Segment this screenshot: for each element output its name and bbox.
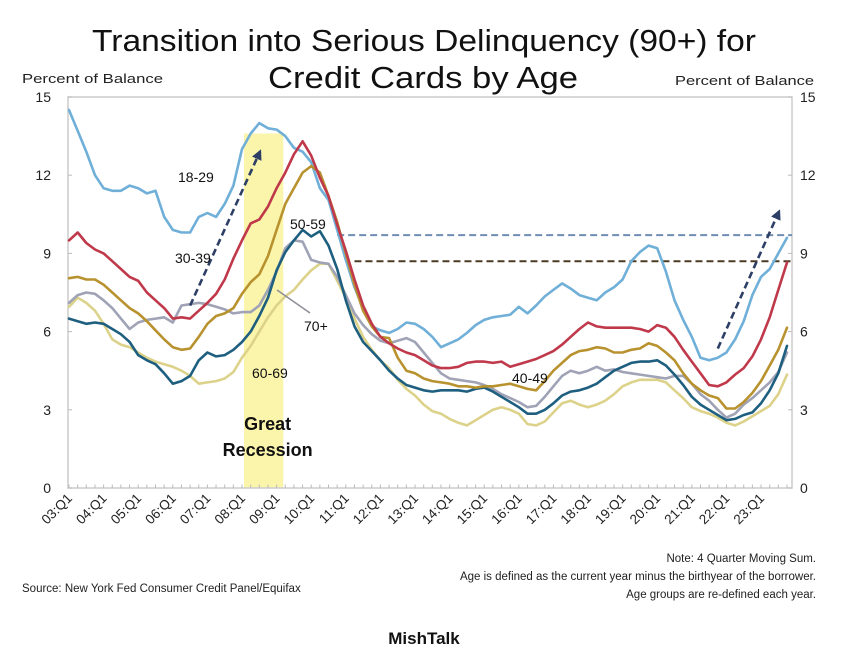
y-tick-layer: 0 0 3 3 6 6 9 9 12 12 15 15 [35, 89, 815, 496]
series-label-50-59: 50-59 [290, 216, 326, 232]
y-tick-label-left: 6 [43, 324, 51, 340]
plot-frame [67, 96, 793, 489]
source-note: Source: New York Fed Consumer Credit Pan… [22, 583, 301, 595]
series-line-40-49 [67, 164, 789, 410]
y-tick-label-right: 6 [800, 324, 808, 340]
note-line-1: Note: 4 Quarter Moving Sum. [666, 553, 816, 565]
series-line-70plus [67, 239, 789, 419]
series-label-leader-line [276, 289, 311, 314]
series-label-30-39: 30-39 [175, 250, 211, 266]
y-tick-label-left: 9 [43, 245, 51, 261]
y-axis-title-left: Percent of Balance [22, 71, 163, 86]
plot-frame-layer [67, 96, 793, 489]
y-tick-label-left: 12 [35, 167, 51, 183]
y-axis-title-right: Percent of Balance [675, 73, 814, 88]
trend-arrow-1 [188, 149, 262, 307]
note-line-3: Age groups are re-defined each year. [626, 589, 816, 601]
chart-title-line-2: Credit Cards by Age [268, 60, 578, 95]
y-tick-label-left: 3 [43, 402, 51, 418]
y-tick-label-right: 3 [800, 402, 808, 418]
branding-label: MishTalk [388, 629, 460, 648]
arrow-layer [188, 149, 781, 350]
series-label-70plus: 70+ [304, 318, 328, 334]
chart-title-line-1: Transition into Serious Delinquency (90+… [92, 23, 756, 58]
y-tick-label-left: 0 [43, 480, 51, 496]
series-line-18-29 [67, 108, 789, 362]
recession-label-line-1: Great [244, 414, 291, 434]
y-tick-label-right: 9 [800, 245, 808, 261]
series-layer [67, 108, 789, 427]
y-tick-label-left: 15 [35, 89, 51, 105]
y-tick-label-right: 15 [800, 89, 816, 105]
note-line-2: Age is defined as the current year minus… [460, 571, 816, 583]
recession-label-line-2: Recession [223, 440, 313, 460]
series-line-50-59 [67, 228, 789, 422]
series-label-60-69: 60-69 [252, 365, 288, 381]
series-line-30-39 [67, 140, 789, 388]
y-tick-label-right: 0 [800, 480, 808, 496]
annotation-label-layer: Great Recession 18-29 30-39 40-49 50-59 60-69 7… [175, 169, 548, 460]
y-tick-label-right: 12 [800, 167, 816, 183]
series-label-40-49: 40-49 [512, 370, 548, 386]
reference-line-layer [337, 234, 792, 263]
series-line-60-69 [67, 262, 789, 427]
series-label-18-29: 18-29 [178, 169, 214, 185]
trend-arrow-2 [716, 209, 781, 350]
